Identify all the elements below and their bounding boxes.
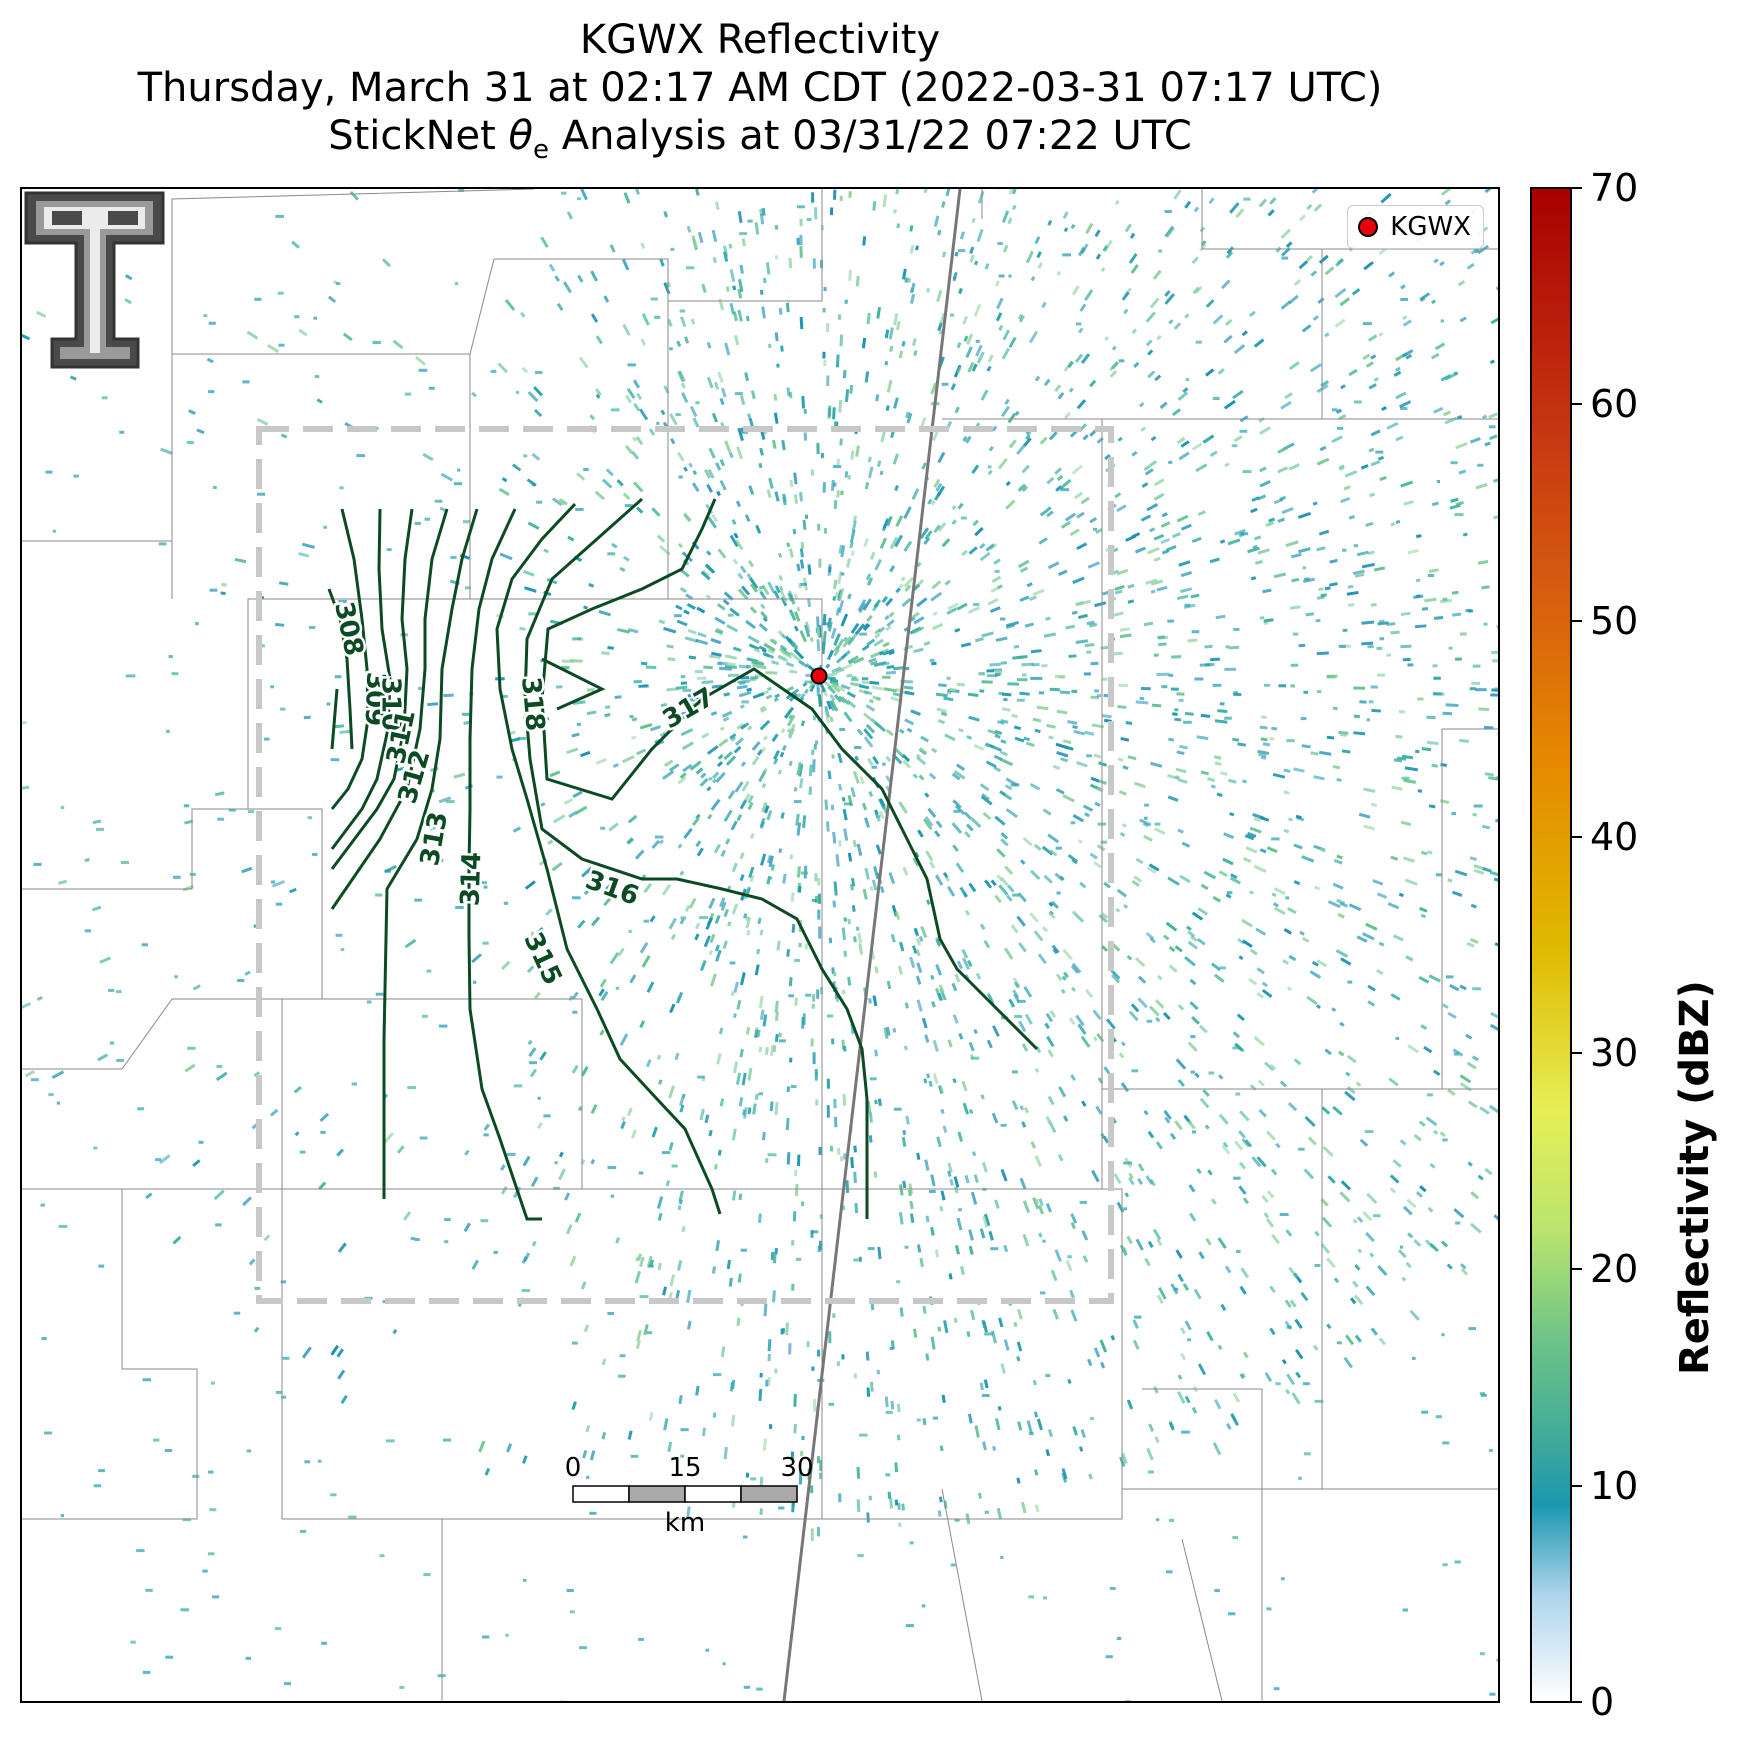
theta-symbol: θ	[508, 113, 533, 159]
contour-label-309: 309	[359, 671, 391, 726]
contour-313	[382, 508, 479, 1199]
contour-316	[523, 497, 869, 1219]
contour-label-310: 310	[376, 677, 406, 731]
colorbar-tick	[1572, 835, 1582, 838]
colorbar-tick	[1572, 619, 1582, 622]
colorbar-tick-label: 20	[1590, 1247, 1639, 1292]
title-line-3-suffix: Analysis at 03/31/22 07:22 UTC	[548, 113, 1192, 159]
contour-309	[330, 508, 370, 810]
theta-subscript: e	[532, 135, 549, 165]
scale-label-15: 15	[668, 1453, 701, 1483]
state-boundary	[782, 189, 962, 1701]
contour-318	[541, 657, 606, 711]
title-line-1: KGWX Reflectivity	[579, 17, 941, 63]
colorbar-tick	[1572, 187, 1582, 189]
texas-tech-logo	[24, 191, 165, 369]
title-line-3-prefix: StickNet	[328, 113, 509, 159]
contour-label-315: 315	[517, 928, 567, 990]
contour-314	[467, 508, 542, 1221]
colorbar-tick-label: 10	[1590, 1463, 1639, 1508]
title-line-3: StickNet θe Analysis at 03/31/22 07:22 U…	[20, 112, 1500, 174]
legend-label: KGWX	[1390, 212, 1471, 242]
colorbar-tick-label: 40	[1590, 814, 1639, 859]
contour-label-308: 308	[328, 599, 369, 658]
scale-label-30: 30	[780, 1453, 813, 1483]
colorbar-tick-label: 0	[1590, 1680, 1615, 1724]
colorbar-tick-label: 60	[1590, 382, 1639, 427]
contour-label-318: 318	[515, 676, 550, 733]
colorbar-tick	[1572, 403, 1582, 406]
colorbar-tick-label: 50	[1590, 598, 1639, 643]
radar-echoes	[22, 189, 1498, 1701]
county-boundaries	[22, 189, 1498, 1701]
contour-317	[540, 498, 1039, 1051]
contour-315	[495, 502, 722, 1215]
scale-label-0: 0	[565, 1453, 582, 1483]
colorbar-tick	[1572, 1268, 1582, 1271]
contour-310	[330, 508, 392, 850]
contour-label-314: 314	[456, 851, 488, 906]
contour-label-313: 313	[415, 810, 454, 869]
colorbar-tick	[1572, 1484, 1582, 1487]
colorbar-tick	[1572, 1052, 1582, 1055]
scale-bar: 0 15 30 km	[565, 1453, 814, 1538]
title-line-2: Thursday, March 31 at 02:17 AM CDT (2022…	[137, 65, 1383, 111]
colorbar-tick-label: 70	[1590, 166, 1639, 210]
scale-unit: km	[665, 1508, 705, 1538]
reflectivity-colorbar	[1530, 187, 1572, 1703]
contour-308b	[330, 688, 339, 750]
colorbar-tick-label: 30	[1590, 1031, 1639, 1076]
contour-311	[330, 508, 414, 870]
radar-site-marker[interactable]	[810, 667, 828, 685]
contour-312	[330, 508, 449, 910]
colorbar-tick	[1572, 1701, 1582, 1703]
map-legend: KGWX	[1347, 205, 1484, 249]
colorbar-label: Reflectivity (dBZ)	[1672, 980, 1718, 1375]
analysis-domain-box	[256, 426, 1114, 1304]
radar-map[interactable]: 308 309 310 311 312 313 314 315 316 317 318 0 15 3…	[20, 187, 1500, 1703]
contour-label-316: 316	[582, 865, 643, 912]
radar-site-legend-dot	[1358, 217, 1379, 237]
contour-308	[327, 588, 354, 750]
theta-e-contours	[327, 497, 1039, 1221]
